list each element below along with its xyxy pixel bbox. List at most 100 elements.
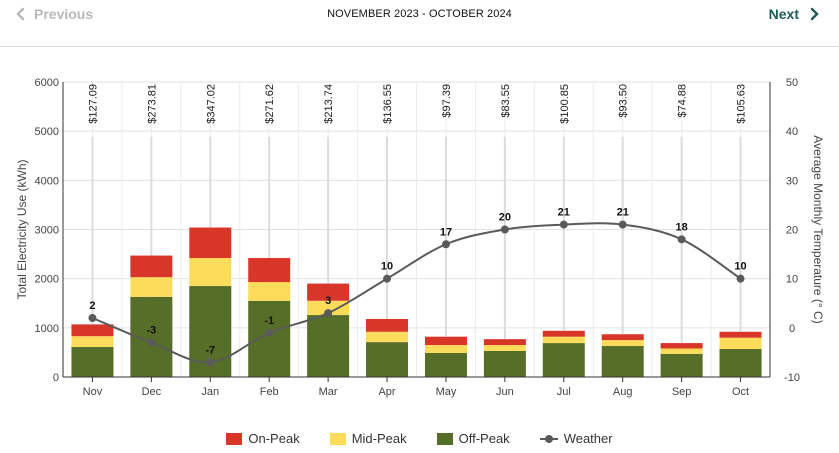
bar-mid-peak (424, 345, 467, 353)
y2-tick-label: 30 (786, 175, 798, 187)
bar-off-peak (483, 350, 526, 377)
weather-value-label: 10 (381, 261, 393, 273)
cost-label: $83.55 (500, 84, 512, 118)
y-tick-label: 3000 (35, 225, 59, 237)
weather-value-label: -7 (205, 344, 215, 356)
x-tick-label: Sep (672, 386, 692, 398)
bar-on-peak (424, 336, 467, 346)
y-tick-label: 2000 (35, 274, 59, 286)
y2-tick-label: 20 (786, 225, 798, 237)
weather-value-label: 2 (89, 300, 95, 312)
bar-on-peak (483, 339, 526, 346)
bar-on-peak (660, 343, 703, 349)
weather-point (206, 358, 215, 367)
x-tick-label: Aug (613, 386, 633, 398)
bar-on-peak (542, 330, 585, 337)
x-tick-label: Feb (260, 386, 279, 398)
legend-on-peak[interactable]: On-Peak (226, 431, 300, 446)
weather-point (677, 235, 686, 244)
on-peak-swatch (226, 432, 243, 445)
bar-off-peak (424, 352, 467, 377)
bar-mid-peak (307, 300, 350, 316)
cost-label: $273.81 (146, 84, 158, 124)
weather-point (265, 328, 274, 337)
cost-label: $347.02 (205, 84, 217, 124)
x-tick-label: Jul (557, 386, 571, 398)
x-tick-label: Apr (378, 386, 395, 398)
off-peak-swatch (436, 432, 453, 445)
bar-on-peak (130, 255, 173, 278)
legend-off-peak-label: Off-Peak (458, 431, 510, 446)
bar-on-peak (71, 324, 114, 337)
x-tick-label: Mar (319, 386, 338, 398)
y-axis-title: Total Electricity Use (kWh) (15, 159, 29, 299)
bar-on-peak (248, 258, 291, 283)
cost-label: $271.62 (264, 84, 276, 124)
period-navigation-bar: Previous NOVEMBER 2023 - OCTOBER 2024 Ne… (0, 0, 839, 47)
y-tick-label: 0 (53, 372, 59, 384)
x-tick-label: Jun (496, 386, 514, 398)
y2-tick-label: 50 (786, 77, 798, 89)
previous-button[interactable]: Previous (14, 5, 93, 23)
bar-off-peak (660, 353, 703, 377)
period-title: NOVEMBER 2023 - OCTOBER 2024 (327, 8, 512, 20)
weather-value-label: 20 (499, 212, 511, 224)
cost-label: $213.74 (323, 84, 335, 124)
weather-point (147, 338, 156, 347)
bar-off-peak (542, 343, 585, 377)
y-tick-label: 6000 (35, 77, 59, 89)
legend-off-peak[interactable]: Off-Peak (436, 431, 510, 446)
weather-point (88, 314, 97, 322)
bar-off-peak (366, 342, 409, 377)
x-tick-label: Jan (201, 386, 219, 398)
cost-label: $93.50 (618, 84, 630, 118)
weather-point (441, 240, 450, 249)
y-tick-label: 5000 (35, 126, 59, 138)
legend-mid-peak-label: Mid-Peak (351, 431, 407, 446)
legend-on-peak-label: On-Peak (248, 431, 300, 446)
bar-on-peak (189, 227, 232, 259)
bar-mid-peak (189, 258, 232, 287)
weather-value-label: 10 (734, 261, 746, 273)
weather-line (92, 222, 742, 364)
next-label: Next (768, 6, 799, 22)
bar-off-peak (248, 300, 291, 377)
y2-axis-title: Average Monthly Temperature (° C) (811, 135, 825, 323)
x-tick-label: Oct (732, 386, 749, 398)
weather-value-label: -3 (146, 325, 156, 337)
weather-point (559, 220, 568, 229)
weather-value-label: 21 (558, 207, 570, 219)
y2-tick-label: 0 (789, 323, 795, 335)
weather-value-label: 21 (617, 207, 629, 219)
bar-on-peak (307, 283, 350, 301)
chevron-right-icon (810, 7, 819, 21)
legend-mid-peak[interactable]: Mid-Peak (329, 431, 407, 446)
y2-tick-label: -10 (784, 372, 800, 384)
bar-mid-peak (130, 277, 173, 297)
weather-point (324, 309, 333, 318)
bar-mid-peak (601, 340, 644, 347)
electricity-usage-chart: 0 -10 1000 0 2000 10 3000 20 4000 30 5000 40 6000 50 $… (15, 77, 825, 398)
bar-mid-peak (366, 331, 409, 343)
weather-value-label: 18 (676, 221, 688, 233)
legend-weather[interactable]: Weather (539, 431, 613, 446)
weather-point (736, 274, 745, 283)
cost-label: $97.39 (441, 84, 453, 118)
y2-tick-label: 40 (786, 126, 798, 138)
x-tick-label: Nov (83, 386, 103, 398)
weather-point (383, 274, 392, 283)
bar-off-peak (719, 348, 762, 377)
previous-label: Previous (34, 6, 94, 22)
weather-value-label: -1 (264, 315, 274, 327)
weather-line-symbol (539, 434, 558, 443)
bar-mid-peak (248, 282, 291, 301)
cost-label: $74.88 (677, 84, 689, 118)
cost-label: $136.55 (382, 84, 394, 124)
y-tick-label: 4000 (35, 175, 59, 187)
cost-label: $105.63 (736, 84, 748, 124)
next-button[interactable]: Next (769, 5, 821, 23)
bar-off-peak (307, 315, 350, 377)
x-tick-label: May (436, 386, 457, 398)
y2-tick-label: 10 (786, 274, 798, 286)
x-tick-label: Dec (142, 386, 162, 398)
